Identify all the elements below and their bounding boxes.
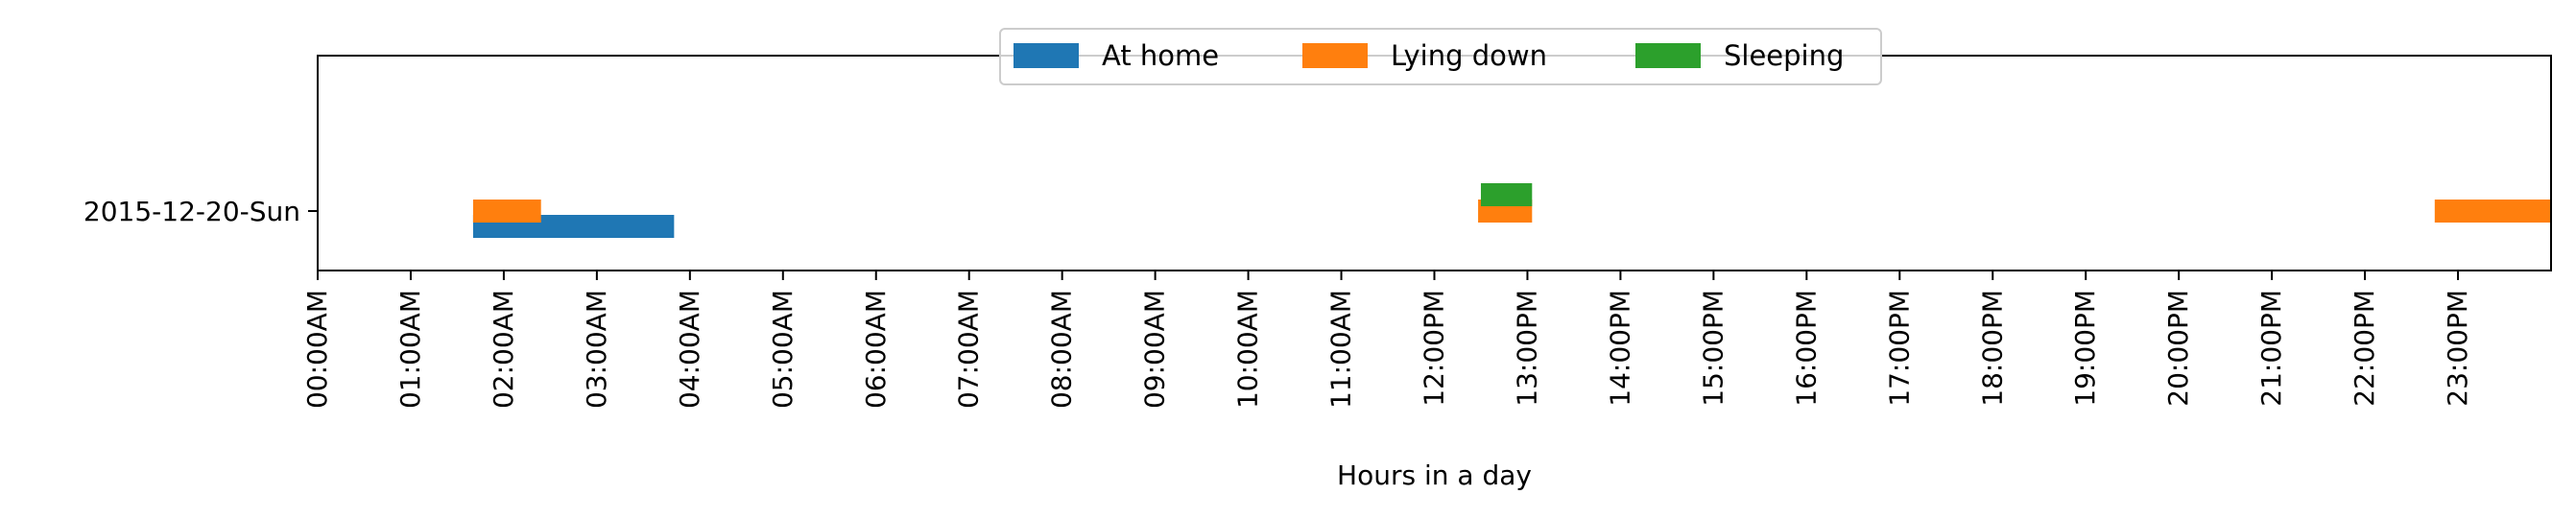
bar-sleeping bbox=[1480, 183, 1533, 206]
bar-lying-down bbox=[472, 200, 541, 223]
x-tick-label: 09:00AM bbox=[1139, 290, 1171, 409]
x-tick-label: 06:00AM bbox=[860, 290, 892, 409]
x-tick-label: 07:00AM bbox=[953, 290, 985, 409]
legend-label: At home bbox=[1102, 39, 1219, 72]
x-tick-label: 04:00AM bbox=[674, 290, 705, 409]
x-axis-label: Hours in a day bbox=[1337, 459, 1532, 491]
legend-frame bbox=[999, 28, 1882, 85]
legend-swatch bbox=[1635, 43, 1701, 68]
x-tick-label: 19:00PM bbox=[2069, 290, 2101, 407]
x-tick-label: 03:00AM bbox=[581, 290, 612, 409]
x-tick-label: 23:00PM bbox=[2442, 290, 2473, 407]
x-axis: 00:00AM 01:00AM 02:00AM 03:00AM 04:00AM 05:00… bbox=[301, 271, 2473, 409]
y-axis: 2015-12-20-Sun bbox=[83, 196, 318, 227]
x-tick-label: 00:00AM bbox=[301, 290, 333, 409]
plot-frame bbox=[317, 55, 2552, 271]
legend-swatch bbox=[1014, 43, 1079, 68]
x-tick-label: 10:00AM bbox=[1232, 290, 1264, 409]
bars-layer bbox=[472, 183, 2551, 238]
x-tick-label: 22:00PM bbox=[2349, 290, 2380, 407]
x-tick-label: 13:00PM bbox=[1511, 290, 1542, 407]
x-tick-label: 11:00AM bbox=[1325, 290, 1357, 409]
bar-lying-down bbox=[2434, 200, 2551, 223]
legend: At home Lying down Sleeping bbox=[999, 28, 1882, 85]
x-tick-label: 17:00PM bbox=[1883, 290, 1915, 407]
x-tick-label: 05:00AM bbox=[767, 290, 799, 409]
x-tick-label: 20:00PM bbox=[2162, 290, 2194, 407]
x-tick-label: 01:00AM bbox=[394, 290, 426, 409]
x-tick-label: 08:00AM bbox=[1046, 290, 1078, 409]
x-tick-label: 02:00AM bbox=[488, 290, 519, 409]
x-tick-label: 16:00PM bbox=[1790, 290, 1822, 407]
y-tick-label: 2015-12-20-Sun bbox=[83, 196, 300, 227]
x-tick-label: 18:00PM bbox=[1976, 290, 2008, 407]
legend-label: Lying down bbox=[1391, 39, 1547, 72]
legend-label: Sleeping bbox=[1724, 39, 1844, 72]
x-tick-label: 12:00PM bbox=[1419, 290, 1450, 407]
x-tick-label: 14:00PM bbox=[1604, 290, 1635, 407]
x-tick-label: 15:00PM bbox=[1697, 290, 1729, 407]
legend-swatch bbox=[1302, 43, 1368, 68]
x-tick-label: 21:00PM bbox=[2255, 290, 2287, 407]
